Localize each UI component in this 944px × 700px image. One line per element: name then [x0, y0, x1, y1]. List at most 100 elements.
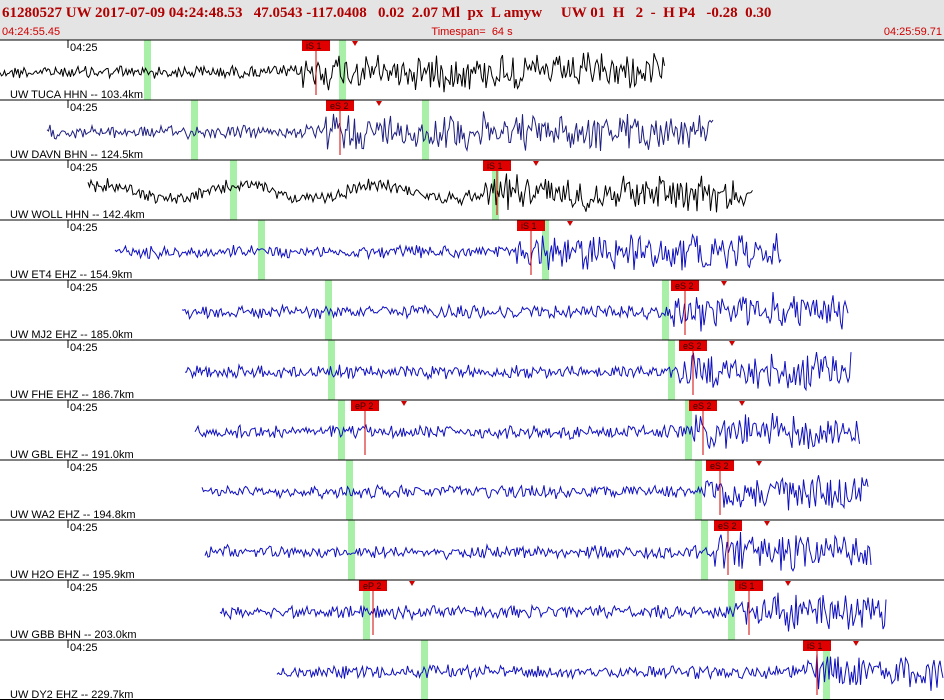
time-tick-label: 04:25 [70, 522, 98, 534]
pick-flag [689, 400, 717, 411]
pick-flag [517, 220, 545, 231]
trace-panel: 04:25 UW DAVN BHN -- 124.5km eS 2 [0, 99, 944, 161]
trace-label: UW ET4 EHZ -- 154.9km [10, 269, 132, 281]
time-tick-label: 04:25 [70, 102, 98, 114]
pick-label: eS 2 [718, 521, 737, 531]
pick-label: iS 1 [487, 161, 503, 171]
waveform [276, 653, 944, 691]
pick-marker [567, 221, 573, 226]
trace-label: UW MJ2 EHZ -- 185.0km [10, 329, 133, 341]
window-marker [339, 40, 346, 100]
pick-marker [853, 641, 859, 646]
time-tick-label: 04:25 [70, 282, 98, 294]
trace-panel: 04:25 UW GBB BHN -- 203.0km eP 2 iS 1 [0, 579, 944, 641]
pick-label: iS 1 [807, 641, 823, 651]
pick-label: eS 2 [693, 401, 712, 411]
waveform [219, 592, 887, 632]
pick-marker [739, 401, 745, 406]
waveform [0, 52, 665, 93]
window-marker [144, 40, 151, 100]
pick-label: iS 1 [739, 581, 755, 591]
window-marker [668, 340, 675, 400]
time-tick-label: 04:25 [70, 642, 98, 654]
waveform [114, 233, 782, 271]
window-marker [422, 100, 429, 160]
pick-marker [409, 581, 415, 586]
trace-panel: 04:25 UW WOLL HHN -- 142.4km iS 1 [0, 159, 944, 221]
pick-flag [302, 40, 330, 51]
pick-flag [359, 580, 387, 591]
event-line: 61280527 UW 2017-07-09 04:24:48.53 47.05… [2, 5, 771, 21]
trace-panel: 04:25 UW TUCA HHN -- 103.4km iS 1 [0, 39, 944, 101]
pick-label: iS 1 [521, 221, 537, 231]
time-tick-label: 04:25 [70, 582, 98, 594]
trace-panel: 04:25 UW FHE EHZ -- 186.7km eS 2 [0, 339, 944, 401]
pick-marker [533, 161, 539, 166]
waveform [194, 413, 860, 449]
pick-marker [376, 101, 382, 106]
time-tick-label: 04:25 [70, 462, 98, 474]
pick-label: eS 2 [675, 281, 694, 291]
trace-label: UW H2O EHZ -- 195.9km [10, 569, 135, 581]
waveform [87, 173, 753, 213]
window-marker [348, 520, 355, 580]
window-marker [230, 160, 237, 220]
trace-label: UW FHE EHZ -- 186.7km [10, 389, 134, 401]
pick-marker [352, 41, 358, 46]
time-tick-label: 04:25 [70, 402, 98, 414]
pick-flag [483, 160, 511, 171]
waveform [201, 475, 869, 511]
pick-label: eP 2 [355, 401, 373, 411]
trace-panel: 04:25 UW GBL EHZ -- 191.0km eP 2 eS 2 [0, 399, 944, 461]
trace-panel: 04:25 UW MJ2 EHZ -- 185.0km eS 2 [0, 279, 944, 341]
pick-marker [785, 581, 791, 586]
trace-panel: 04:25 UW ET4 EHZ -- 154.9km iS 1 [0, 219, 944, 281]
waveform [46, 111, 714, 152]
waveform [181, 291, 849, 332]
trace-panel: 04:25 UW DY2 EHZ -- 229.7km iS 1 [0, 639, 944, 700]
time-tick-label: 04:25 [70, 222, 98, 234]
pick-flag [706, 460, 734, 471]
pick-label: eS 2 [330, 101, 349, 111]
pick-marker [721, 281, 727, 286]
start-time: 04:24:55.45 [2, 26, 60, 38]
pick-label: iS 1 [306, 41, 322, 51]
window-marker [823, 640, 830, 700]
time-tick-label: 04:25 [70, 42, 98, 54]
trace-label: UW WA2 EHZ -- 194.8km [10, 509, 136, 521]
header-bg [0, 0, 944, 40]
pick-flag [735, 580, 763, 591]
pick-flag [803, 640, 831, 651]
trace-label: UW GBL EHZ -- 191.0km [10, 449, 134, 461]
pick-flag [714, 520, 742, 531]
waveform [204, 531, 872, 572]
pick-marker [729, 341, 735, 346]
waveform [184, 352, 852, 392]
pick-flag [671, 280, 699, 291]
window-marker [542, 220, 549, 280]
window-marker [258, 220, 265, 280]
pick-marker [756, 461, 762, 466]
window-marker [325, 280, 332, 340]
window-marker [695, 460, 702, 520]
window-marker [421, 640, 428, 700]
trace-label: UW DY2 EHZ -- 229.7km [10, 689, 133, 700]
end-time: 04:25:59.71 [884, 26, 942, 38]
pick-marker [401, 401, 407, 406]
pick-label: eS 2 [683, 341, 702, 351]
window-marker [191, 100, 198, 160]
timespan: Timespan= 64 s [431, 26, 513, 38]
trace-panel: 04:25 UW H2O EHZ -- 195.9km eS 2 [0, 519, 944, 581]
trace-label: UW TUCA HHN -- 103.4km [10, 89, 143, 101]
pick-flag [679, 340, 707, 351]
pick-label: eS 2 [710, 461, 729, 471]
trace-panel: 04:25 UW WA2 EHZ -- 194.8km eS 2 [0, 459, 944, 521]
window-marker [338, 400, 345, 460]
trace-label: UW GBB BHN -- 203.0km [10, 629, 137, 641]
trace-label: UW DAVN BHN -- 124.5km [10, 149, 143, 161]
time-tick-label: 04:25 [70, 342, 98, 354]
pick-flag [326, 100, 354, 111]
pick-label: eP 2 [363, 581, 381, 591]
trace-label: UW WOLL HHN -- 142.4km [10, 209, 145, 221]
